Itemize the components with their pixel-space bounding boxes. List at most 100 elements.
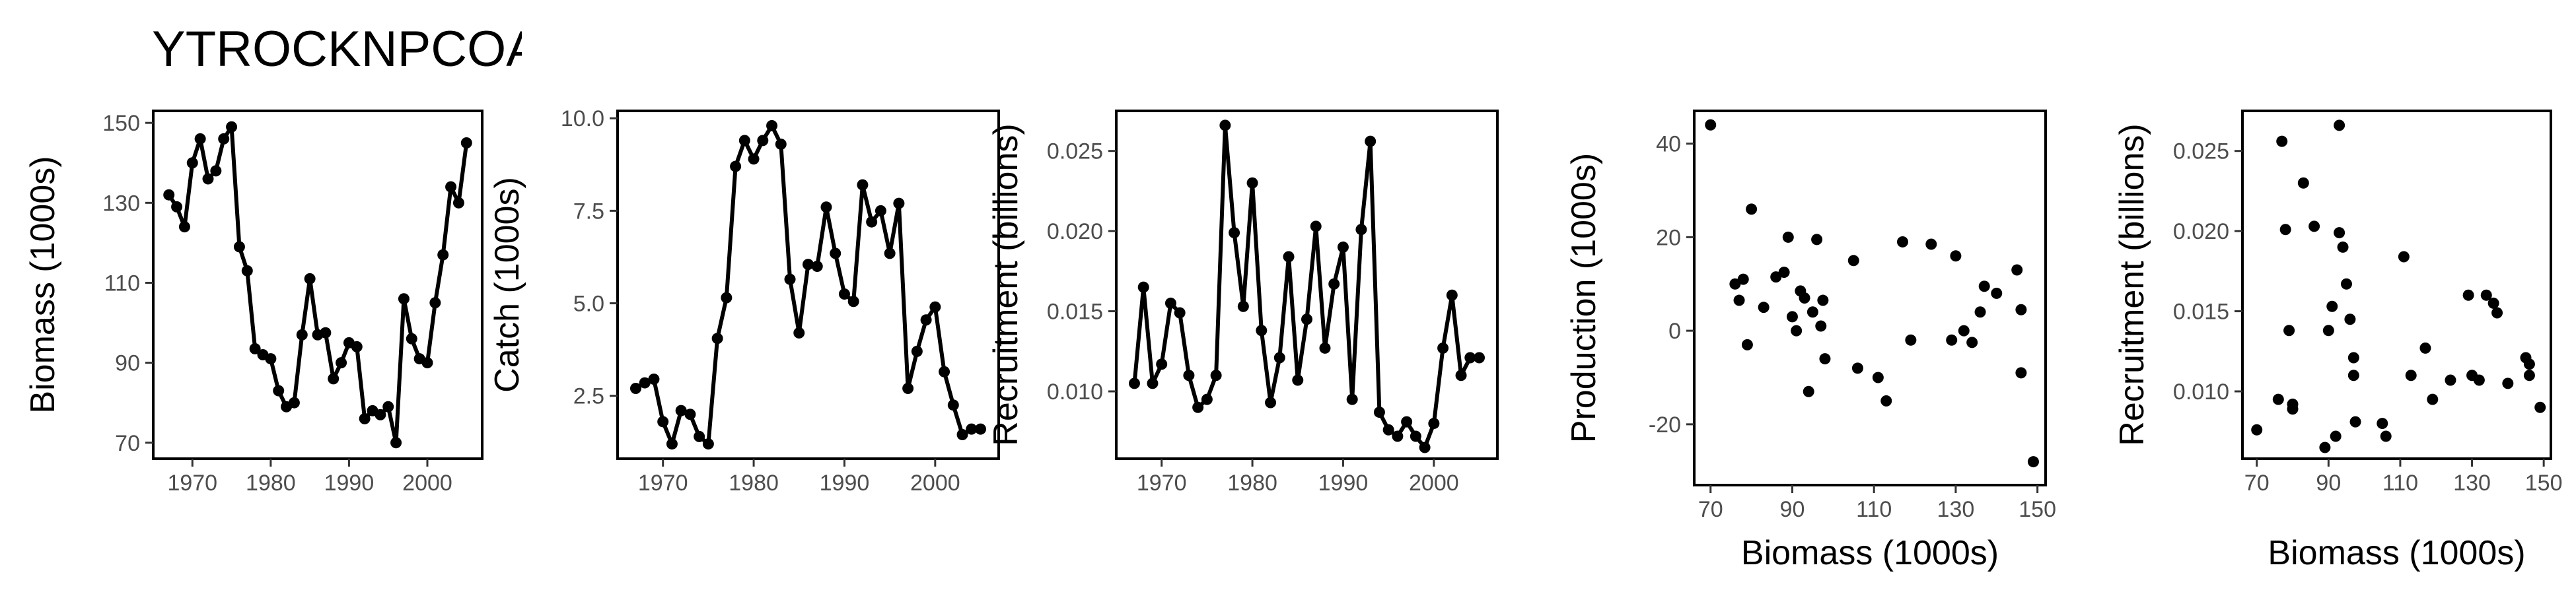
scatter-point [1847, 255, 1859, 267]
data-point [721, 292, 733, 304]
scatter-point [1770, 271, 1782, 283]
x-tick-label: 1970 [638, 471, 688, 496]
data-point [226, 121, 238, 133]
data-point [265, 353, 277, 365]
scatter-point [2491, 307, 2503, 319]
panel-frame [1693, 110, 2047, 486]
data-point [956, 429, 968, 441]
data-point [866, 216, 878, 228]
data-point [249, 343, 261, 354]
data-point [1319, 342, 1331, 354]
y-tick-label: 5.0 [573, 292, 604, 317]
scatter-point [2347, 370, 2359, 381]
panel-1: 70 90 110 130 150 1970 1980 1990 2000 Biomass (10… [24, 110, 483, 496]
data-point [452, 197, 464, 209]
x-tick-label: 130 [1937, 497, 1975, 522]
scatter-point [2011, 264, 2023, 276]
data-point [884, 248, 896, 259]
y-tick-label: 90 [115, 351, 140, 376]
data-point [241, 265, 253, 277]
scatter-point [2297, 177, 2309, 189]
x-tick-label: 1990 [820, 471, 870, 496]
scatter-point [2487, 297, 2499, 309]
y-tick-label: 0.015 [2173, 300, 2229, 325]
scatter-point [2334, 227, 2345, 239]
scatter-point [1817, 294, 1829, 306]
scatter-point [1905, 334, 1917, 346]
scatter-point [1782, 231, 1794, 243]
data-point [398, 293, 410, 305]
panel-frame [2241, 110, 2552, 460]
scatter-point [2462, 289, 2474, 301]
scatter-point [2398, 251, 2410, 263]
scatter-point [1872, 372, 1884, 383]
data-point [1455, 370, 1467, 381]
y-tick-label: 0.010 [1047, 380, 1103, 405]
data-point [1164, 297, 1176, 309]
data-point [1174, 307, 1186, 319]
series-line [634, 123, 981, 446]
y-tick-label: 70 [115, 431, 140, 456]
scatter-point [2015, 304, 2027, 315]
scatter-point [2405, 370, 2417, 381]
data-point [1137, 281, 1149, 293]
data-point [1229, 227, 1240, 239]
scatter-point [2283, 325, 2295, 337]
data-point [1328, 278, 1340, 290]
y-axis-title: Biomass (1000s) [24, 156, 62, 413]
data-point [1419, 442, 1431, 453]
x-tick-label: 70 [1698, 497, 1723, 522]
data-point [893, 197, 905, 209]
panel-4: -20 0 20 40 70 90 110 130 150 Production (1000s) B… [1565, 110, 2056, 572]
data-point [375, 409, 386, 420]
y-tick-label: 150 [102, 111, 140, 136]
x-tick-label: 130 [2453, 471, 2491, 496]
scatter-point [1815, 320, 1827, 332]
scatter-point [1851, 362, 1863, 374]
data-point [1219, 119, 1231, 131]
scatter-point [1950, 250, 1962, 262]
y-tick-label: 0.025 [1047, 139, 1103, 164]
scatter-point [2251, 424, 2263, 436]
data-point [304, 273, 316, 284]
data-point [675, 405, 687, 416]
data-point [218, 133, 230, 145]
data-point [920, 314, 932, 326]
scatter-point [1746, 203, 1758, 215]
scatter-point [1741, 339, 1753, 350]
scatter-point [2340, 278, 2352, 290]
panel-frame [1115, 110, 1499, 460]
scatter-point [1737, 273, 1749, 285]
scatter-point [2276, 135, 2288, 147]
scatter-point [2349, 416, 2361, 428]
data-point [1464, 352, 1476, 364]
data-point [1273, 352, 1285, 364]
scatter-point [2344, 314, 2356, 325]
scatter-point [2377, 418, 2388, 430]
data-point [429, 297, 441, 309]
data-point [966, 423, 978, 435]
data-point [929, 301, 941, 313]
y-tick-label: 130 [102, 191, 140, 216]
data-point [1401, 416, 1413, 428]
y-tick-label: 0.025 [2173, 139, 2229, 164]
y-tick-label: 7.5 [573, 199, 604, 224]
scatter-point [2337, 241, 2349, 253]
data-point [820, 201, 832, 213]
data-point [1246, 177, 1258, 189]
data-point [178, 221, 190, 233]
x-tick-label: 1980 [1227, 471, 1277, 496]
y-tick-label: 0 [1668, 319, 1681, 344]
x-tick-label: 90 [1780, 497, 1805, 522]
x-tick-label: 90 [2316, 471, 2341, 496]
scatter-point [2380, 430, 2392, 442]
data-point [1265, 397, 1277, 409]
data-point [757, 135, 769, 147]
scatter-point [1705, 119, 1717, 131]
y-tick-label: 0.020 [2173, 219, 2229, 244]
data-point [1437, 342, 1449, 354]
data-point [336, 357, 347, 369]
scatter-point [1729, 278, 1741, 290]
y-axis-title: Recruitment (billions) [987, 123, 1025, 446]
data-point [171, 201, 183, 213]
